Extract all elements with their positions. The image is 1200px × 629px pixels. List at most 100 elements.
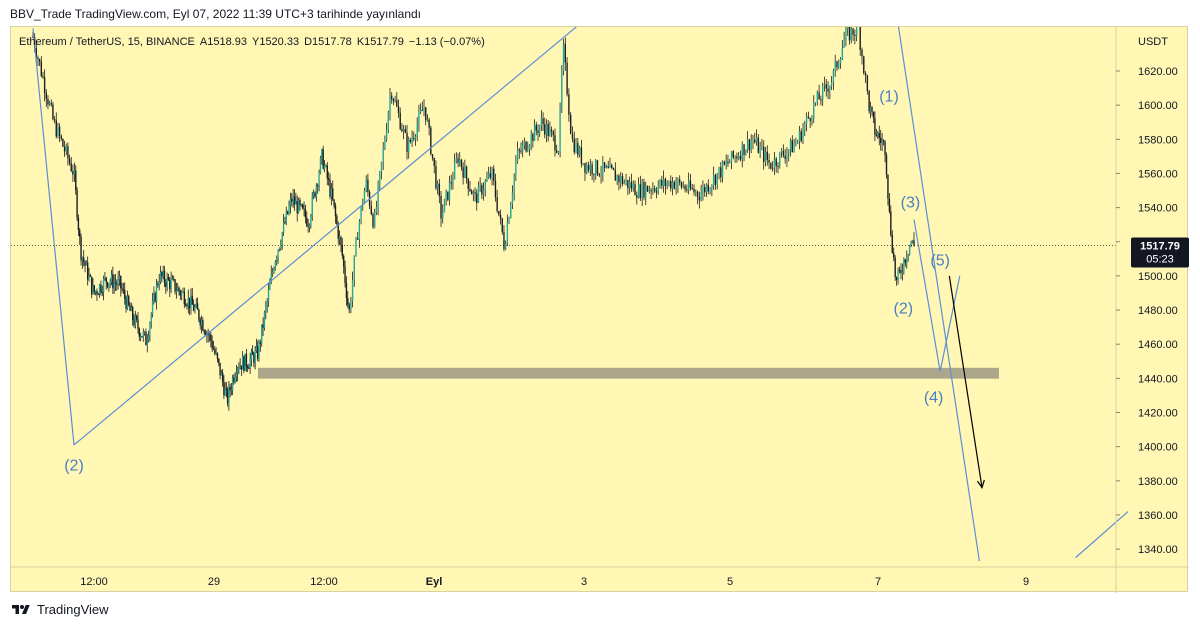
- candle-body: [796, 141, 799, 144]
- candle-body: [365, 179, 367, 191]
- chart-frame[interactable]: (2) (1) (3) (2) (5) (4) USDT 1340.00 1360.00 138…: [10, 26, 1189, 593]
- candle-body: [718, 167, 720, 174]
- candle-body: [798, 131, 801, 142]
- candle-body: [499, 214, 502, 219]
- candle-body: [340, 236, 342, 245]
- x-tick-label: Eyl: [426, 576, 443, 588]
- candle-body: [887, 174, 889, 199]
- candle-body: [139, 336, 142, 338]
- candle-body: [487, 173, 490, 178]
- candle-body: [430, 127, 432, 155]
- candle-body: [118, 275, 121, 279]
- candle-body: [142, 332, 144, 338]
- candle-body: [448, 182, 451, 200]
- candle-body: [380, 162, 383, 172]
- candle-body: [494, 180, 497, 198]
- candle-body: [274, 261, 277, 270]
- candle-body: [231, 377, 234, 390]
- candle-body: [675, 184, 677, 189]
- candle-body: [453, 161, 456, 179]
- candle-body: [337, 224, 339, 240]
- candle-body: [482, 189, 485, 195]
- candle-body: [382, 148, 384, 163]
- candle-body: [709, 188, 711, 192]
- candle-body: [836, 61, 838, 68]
- candle-body: [593, 173, 595, 175]
- candle-body: [504, 243, 507, 249]
- projection-arrow-head: [976, 479, 985, 489]
- candle-body: [632, 184, 634, 189]
- candle-body: [311, 196, 313, 217]
- candle-body: [908, 244, 911, 255]
- candle-body: [253, 354, 255, 363]
- x-tick-label: 5: [727, 576, 733, 588]
- candle-body: [503, 232, 505, 249]
- candle-body: [130, 307, 133, 311]
- candle-body: [854, 34, 856, 36]
- y-tick-label: 1340.00: [1138, 544, 1178, 556]
- candle-body: [409, 139, 412, 142]
- candle-body: [317, 185, 319, 187]
- candle-body: [795, 143, 797, 145]
- candle-body: [137, 319, 139, 329]
- candle-body: [580, 147, 583, 164]
- candle-body: [108, 283, 110, 287]
- wave-label: (3): [901, 195, 921, 212]
- candle-body: [151, 300, 154, 315]
- candle-body: [179, 291, 182, 296]
- candle-body: [659, 179, 661, 186]
- candle-body: [811, 118, 813, 121]
- candle-body: [391, 95, 393, 100]
- candle-body: [133, 320, 135, 326]
- candle-body: [830, 82, 833, 87]
- candle-body: [568, 94, 570, 115]
- candle-body: [38, 59, 41, 62]
- candle-body: [299, 199, 301, 206]
- candle-body: [903, 259, 905, 272]
- candle-body: [678, 179, 681, 183]
- candle-body: [370, 205, 372, 215]
- candle-body: [897, 270, 899, 281]
- candle-body: [779, 152, 781, 167]
- candle-body: [537, 130, 539, 133]
- candle-body: [198, 309, 200, 320]
- candle-body: [720, 167, 722, 178]
- candle-body: [910, 242, 912, 245]
- candle-body: [489, 173, 492, 178]
- candle-body: [62, 138, 64, 147]
- candle-body: [182, 291, 184, 293]
- candle-body: [125, 298, 127, 309]
- candle-body: [158, 281, 160, 286]
- candle-body: [186, 305, 188, 307]
- candle-body: [832, 70, 835, 83]
- candle-body: [200, 320, 203, 326]
- candle-body: [306, 217, 308, 226]
- candle-body: [379, 171, 381, 185]
- candle-body: [57, 126, 59, 137]
- candle-body: [530, 134, 532, 146]
- candle-body: [106, 282, 109, 287]
- candle-body: [236, 368, 239, 374]
- legend-change: −1.13 (−0.07%): [409, 36, 485, 48]
- candle-body: [166, 277, 168, 287]
- candle-body: [620, 175, 622, 183]
- candle-body: [550, 129, 553, 132]
- candle-body: [569, 114, 572, 134]
- candle-body: [162, 270, 164, 277]
- candle-body: [387, 112, 390, 131]
- candle-body: [333, 199, 335, 206]
- candle-body: [661, 179, 663, 186]
- candle-body: [323, 165, 326, 169]
- candle-body: [332, 188, 334, 200]
- candle-body: [300, 204, 303, 206]
- candle-body: [304, 209, 307, 218]
- candle-body: [773, 158, 776, 169]
- price-chart[interactable]: (2) (1) (3) (2) (5) (4) USDT 1340.00 1360.00 138…: [11, 27, 1189, 593]
- candle-body: [423, 107, 425, 111]
- candle-body: [98, 284, 101, 295]
- candle-body: [112, 274, 114, 289]
- y-tick-label: 1460.00: [1138, 339, 1178, 351]
- candle-body: [322, 149, 324, 169]
- candle-body: [149, 323, 151, 336]
- candle-body: [863, 56, 865, 74]
